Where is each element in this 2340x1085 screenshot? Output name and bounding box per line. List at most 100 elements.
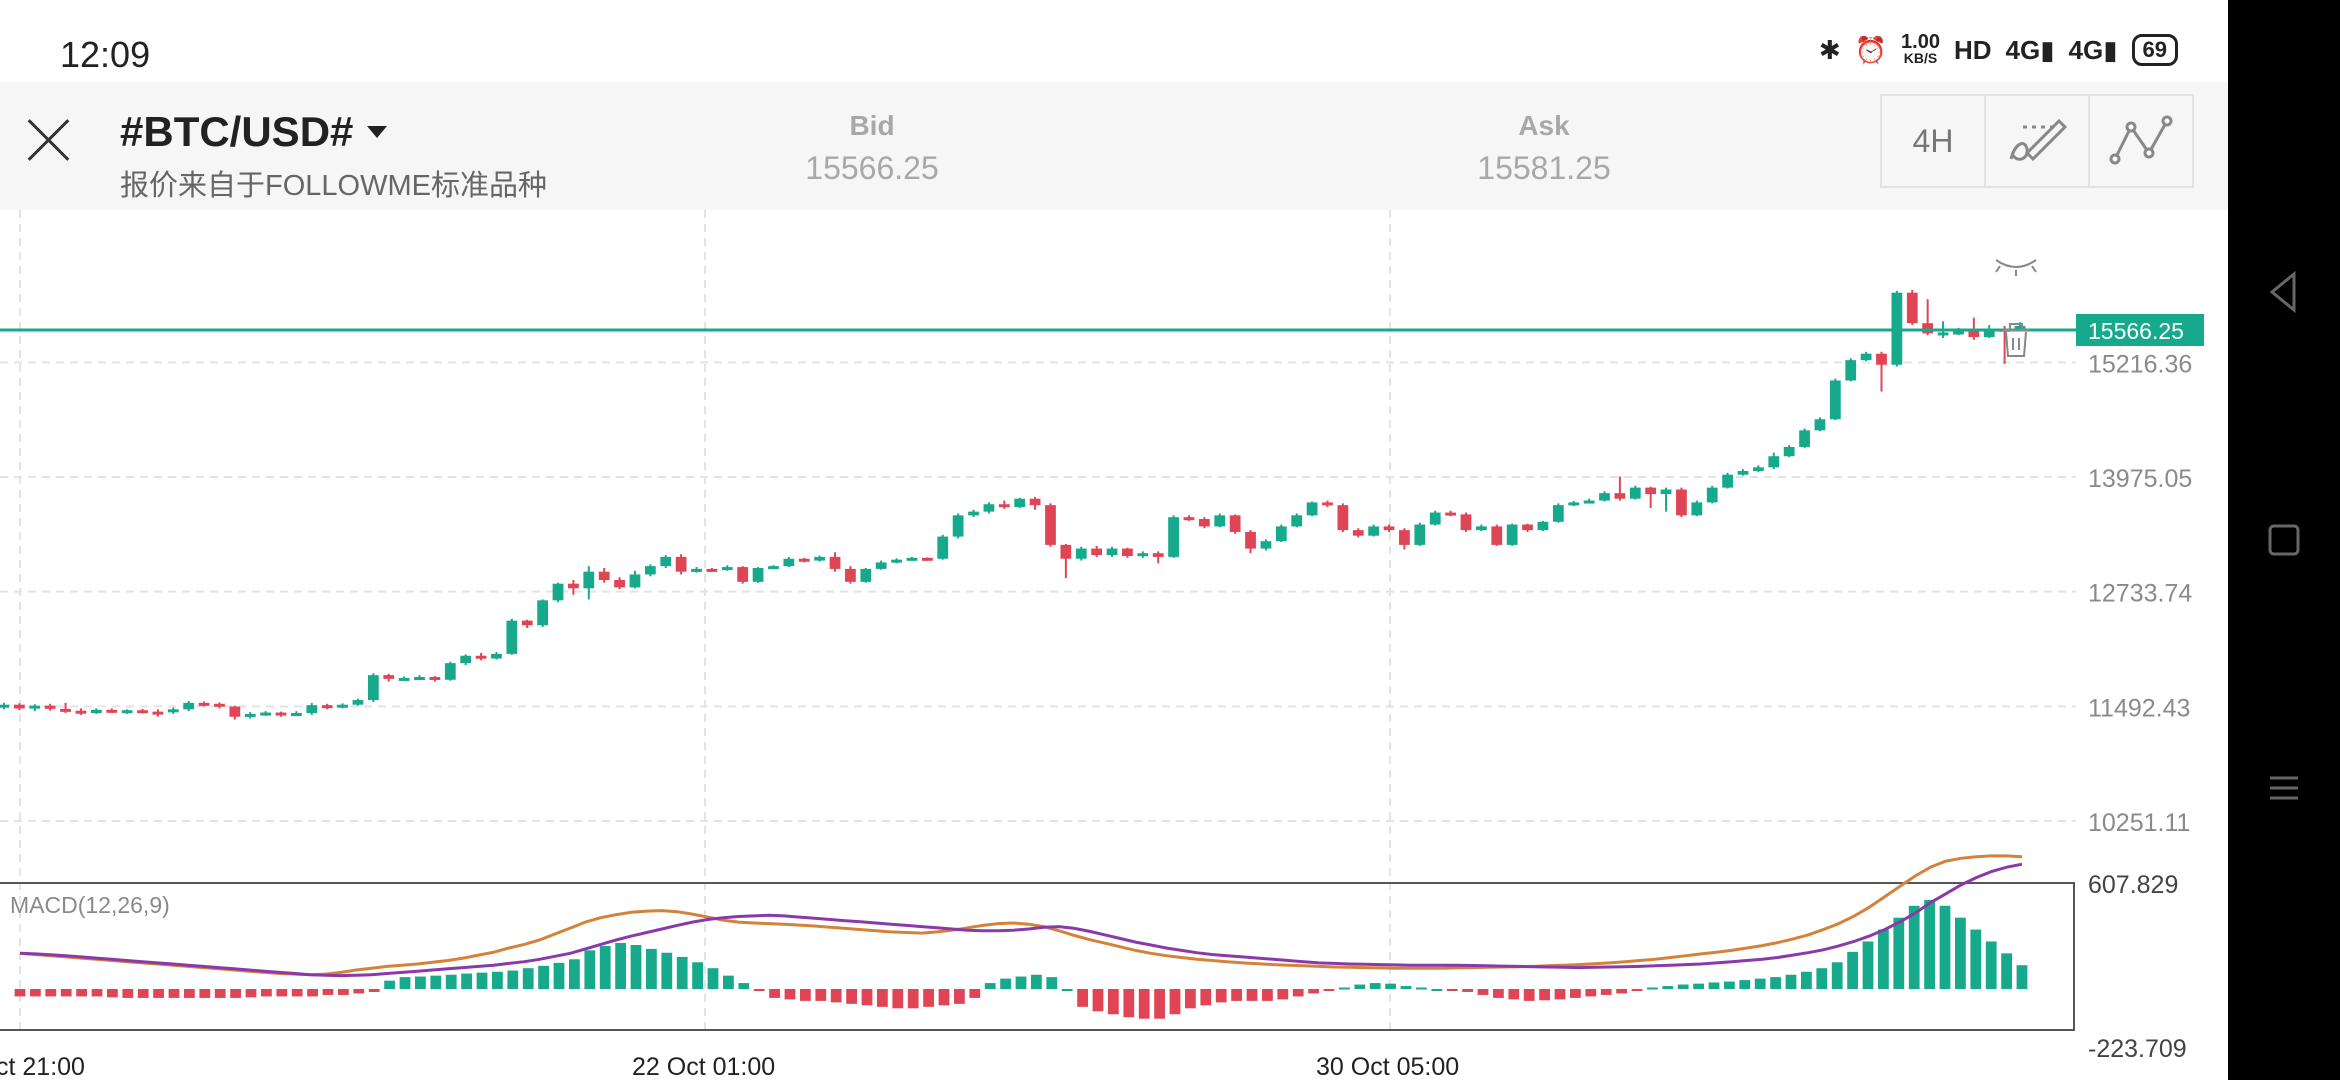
symbol-selector[interactable]: #BTC/USD# xyxy=(120,108,388,156)
macd-histogram-bar xyxy=(384,980,395,989)
macd-histogram-bar xyxy=(1477,989,1489,995)
candle-body xyxy=(1045,505,1056,545)
candle-body xyxy=(1122,548,1133,556)
candle-body xyxy=(1860,353,1872,361)
candle-body xyxy=(1383,526,1395,531)
macd-histogram-bar xyxy=(30,989,41,997)
candle-body xyxy=(1752,467,1764,471)
ask-value: 15581.25 xyxy=(1477,150,1611,186)
timeframe-button[interactable]: 4H xyxy=(1882,96,1986,186)
macd-histogram-bar xyxy=(261,989,272,997)
macd-histogram-bar xyxy=(1631,989,1643,991)
candle-body xyxy=(1460,514,1472,531)
net-speed: 1.00 KB/S xyxy=(1901,31,1940,66)
sim2-signal-icon: 4G▮ xyxy=(2068,34,2118,65)
macd-histogram-bar xyxy=(107,989,118,998)
candle-body xyxy=(106,709,118,713)
macd-histogram-bar xyxy=(2001,953,2012,989)
quote-source: 报价来自于FOLLOWME标准品种 xyxy=(120,170,547,202)
hd-label: HD xyxy=(1953,34,1992,65)
candle-body xyxy=(1814,419,1826,431)
candle-body xyxy=(737,567,749,582)
candle-body xyxy=(644,566,656,575)
macd-histogram-bar xyxy=(1431,989,1443,991)
hide-line-icon[interactable] xyxy=(1995,259,2037,276)
candle-body xyxy=(937,536,949,559)
macd-histogram-bar xyxy=(1215,989,1227,1003)
recent-apps-icon[interactable] xyxy=(2258,762,2310,814)
delete-line-icon[interactable] xyxy=(2002,323,2030,357)
caret-down-icon xyxy=(367,126,388,138)
candle-body xyxy=(952,515,964,537)
macd-histogram-bar xyxy=(1739,980,1751,989)
candle-body xyxy=(1183,517,1195,521)
candle-body xyxy=(14,704,25,709)
macd-histogram-bar xyxy=(322,989,334,995)
candle-body xyxy=(321,705,333,709)
macd-histogram-bar xyxy=(1647,987,1658,990)
macd-histogram-bar xyxy=(923,989,934,1007)
candle-body xyxy=(275,712,287,716)
candle-body xyxy=(137,710,148,714)
macd-histogram-bar xyxy=(1246,989,1258,1001)
y-axis-label: 11492.43 xyxy=(2088,694,2190,722)
candle-body xyxy=(1953,331,1964,335)
back-icon[interactable] xyxy=(2258,266,2310,318)
macd-histogram-bar xyxy=(91,989,103,997)
status-bar: 12:09 ✱ ⏰ 1.00 KB/S HD 4G▮ 4G▮ 69 xyxy=(0,0,2228,82)
draw-pen-icon[interactable] xyxy=(1986,96,2090,186)
macd-histogram-bar xyxy=(1323,989,1335,991)
candle-body xyxy=(352,700,364,705)
macd-histogram-bar xyxy=(276,989,288,997)
macd-histogram-bar xyxy=(1924,899,1935,989)
chart-area[interactable]: 15216.36 13975.05 12733.74 11492.43 10251.11… xyxy=(0,210,2228,1081)
macd-histogram-bar xyxy=(1693,983,1704,989)
macd-histogram-bar xyxy=(1662,986,1674,989)
macd-histogram-bar xyxy=(877,989,888,1007)
close-icon[interactable] xyxy=(20,112,76,168)
macd-histogram-bar xyxy=(1616,989,1627,994)
candle-body xyxy=(583,571,595,589)
macd-histogram-bar xyxy=(1339,987,1350,990)
candle-body xyxy=(629,574,641,588)
macd-histogram-bar xyxy=(707,968,719,989)
macd-histogram-bar xyxy=(723,975,734,989)
candle-body xyxy=(537,600,549,626)
candle-body xyxy=(367,675,379,701)
macd-histogram-bar xyxy=(1000,978,1011,989)
macd-histogram-bar xyxy=(168,989,180,998)
macd-histogram-bar xyxy=(1046,977,1058,989)
macd-histogram-bar xyxy=(969,989,981,998)
candle-body xyxy=(983,504,995,512)
ask-label: Ask xyxy=(1518,110,1570,141)
candle-body xyxy=(1691,502,1703,516)
macd-histogram-bar xyxy=(214,989,226,998)
price-chart[interactable]: 15216.36 13975.05 12733.74 11492.43 10251.11… xyxy=(0,210,2228,1081)
candle-body xyxy=(1983,328,1995,338)
system-icons: ✱ ⏰ 1.00 KB/S HD 4G▮ 4G▮ 69 xyxy=(1819,31,2178,66)
macd-histogram-bar xyxy=(1185,989,1196,1009)
candle-body xyxy=(891,559,902,563)
macd-histogram-bar xyxy=(1724,981,1735,989)
macd-histogram-bar xyxy=(630,945,642,989)
y-axis-label: 13975.05 xyxy=(2088,465,2192,493)
macd-histogram-bar xyxy=(14,989,26,997)
current-price-label: 15566.25 xyxy=(2088,318,2184,344)
macd-histogram-bar xyxy=(199,989,211,998)
candle-body xyxy=(1322,502,1333,506)
macd-histogram-bar xyxy=(1169,989,1181,1015)
candle-body xyxy=(1414,524,1426,545)
candle-body xyxy=(721,567,733,571)
home-icon[interactable] xyxy=(2258,514,2310,566)
macd-histogram-bar xyxy=(1939,905,1951,989)
macd-histogram-bar xyxy=(1108,989,1119,1015)
candle-body xyxy=(1091,548,1103,556)
macd-histogram-bar xyxy=(1231,989,1242,1001)
candle-body xyxy=(444,663,456,680)
macd-histogram-bar xyxy=(738,983,750,989)
candle-body xyxy=(1614,493,1626,499)
macd-histogram-bar xyxy=(1831,962,1843,989)
macd-histogram-bar xyxy=(815,989,827,1001)
line-indicator-icon[interactable] xyxy=(2090,96,2192,186)
macd-y-axis-label: -223.709 xyxy=(2088,1035,2187,1063)
